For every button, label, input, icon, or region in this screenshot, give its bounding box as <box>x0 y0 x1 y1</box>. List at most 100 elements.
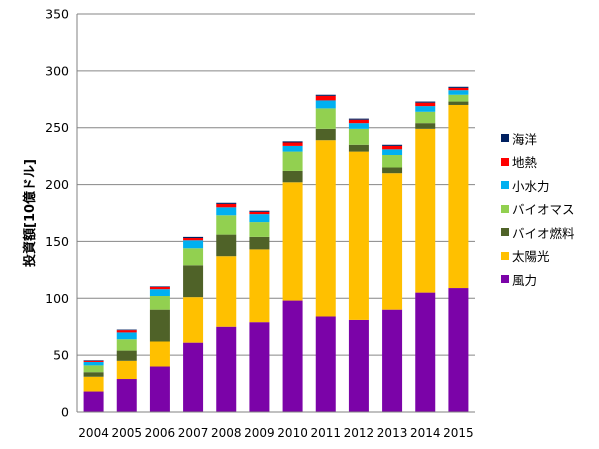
bar-segment <box>183 265 204 298</box>
y-tick-label: 200 <box>45 177 69 192</box>
bar-segment <box>415 106 436 112</box>
legend-swatch <box>501 134 509 142</box>
bar-segment <box>149 296 170 310</box>
bar-segment <box>315 95 336 101</box>
bar-segment <box>282 141 303 143</box>
bar-segment <box>83 361 104 366</box>
bar-segment <box>348 119 369 124</box>
bar-segment <box>183 248 204 266</box>
bar-segment <box>183 342 204 412</box>
bar-segment <box>83 360 104 362</box>
bar-segment <box>83 376 104 392</box>
legend-label: 小水力 <box>512 178 550 194</box>
legend-label: 地熱 <box>512 155 538 170</box>
x-tick-label: 2004 <box>78 426 109 440</box>
bar-stack-2012 <box>348 118 369 412</box>
bar-stack-2009 <box>249 210 270 412</box>
bar-segment <box>149 366 170 412</box>
bar-stack-2004 <box>83 360 104 412</box>
bar-segment <box>116 360 137 380</box>
bar-segment <box>216 234 237 257</box>
bar-stack-2007 <box>183 236 204 412</box>
legend-label: バイオマス <box>512 202 575 217</box>
legend: 海洋 地熱 小水力 バイオマス バイオ燃料 太陽光 風力 <box>501 128 597 293</box>
bar-segment <box>348 319 369 412</box>
legend-swatch <box>501 228 509 236</box>
bar-segment <box>282 151 303 171</box>
bar-segment <box>282 182 303 301</box>
bar-segment <box>315 140 336 317</box>
legend-item: 地熱 <box>501 152 597 172</box>
bar-segment <box>448 87 469 91</box>
bar-segment <box>183 238 204 241</box>
bar-segment <box>83 372 104 377</box>
legend-label: 海洋 <box>512 131 538 147</box>
gridlines <box>77 13 475 356</box>
legend-item: 風力 <box>501 269 597 289</box>
bar-segment <box>415 111 436 124</box>
legend-item: 小水力 <box>501 175 597 195</box>
y-tick-label: 150 <box>45 234 69 249</box>
bar-segment <box>116 332 137 340</box>
bar-segment <box>282 142 303 146</box>
bar-segment <box>448 94 469 102</box>
bar-segment <box>149 289 170 297</box>
x-tick-label: 2008 <box>211 426 242 440</box>
bar-segment <box>348 144 369 152</box>
y-tick-label: 100 <box>45 291 69 306</box>
bar-segment <box>249 249 270 323</box>
bar-segment <box>216 207 237 216</box>
bar-segment <box>382 155 403 168</box>
x-tick-label: 2005 <box>111 426 142 440</box>
bar-segment <box>448 86 469 88</box>
y-tick-label: 300 <box>45 63 69 78</box>
x-tick-label: 2012 <box>344 426 375 440</box>
legend-item: 海洋 <box>501 128 597 148</box>
bar-segment <box>282 170 303 183</box>
bar-segment <box>83 365 104 373</box>
bar-segment <box>216 202 237 204</box>
bar-segment <box>149 341 170 367</box>
legend-label: 太陽光 <box>512 249 550 264</box>
bar-segment <box>348 151 369 320</box>
bar-segment <box>116 350 137 361</box>
bar-segment <box>382 145 403 150</box>
x-tick-label: 2015 <box>443 426 474 440</box>
bar-segment <box>448 104 469 289</box>
x-tick-label: 2009 <box>244 426 275 440</box>
bar-segment <box>149 286 170 287</box>
legend-swatch <box>501 181 509 189</box>
bar-segment <box>382 173 403 310</box>
bar-segment <box>415 123 436 129</box>
bar-segment <box>83 391 104 412</box>
bar-segment <box>348 118 369 120</box>
legend-swatch <box>501 251 509 260</box>
bar-segment <box>149 286 170 290</box>
legend-item: バイオマス <box>501 199 597 219</box>
y-tick-label: 250 <box>45 120 69 135</box>
y-tick-label: 350 <box>45 7 69 22</box>
bar-segment <box>315 316 336 412</box>
bar-segment <box>315 94 336 96</box>
y-tick-labels: 0 50 100 150 200 250 300 350 <box>45 7 69 420</box>
bar-segment <box>282 300 303 412</box>
bar-segment <box>448 90 469 95</box>
bar-segment <box>315 128 336 141</box>
y-axis-label: 投資額[10億ドル] <box>22 159 38 267</box>
bar-segment <box>448 288 469 412</box>
bar-stack-2014 <box>415 101 436 412</box>
bar-segment <box>116 329 137 331</box>
bar-segment <box>216 203 237 208</box>
x-tick-label: 2006 <box>145 426 176 440</box>
bar-segment <box>415 101 436 103</box>
x-tick-label: 2010 <box>277 426 308 440</box>
bar-segment <box>382 309 403 412</box>
bar-segment <box>382 167 403 174</box>
bar-segment <box>83 360 104 361</box>
bar-segment <box>216 326 237 412</box>
bar-stack-2013 <box>382 144 403 412</box>
bar-segment <box>116 379 137 412</box>
bar-segment <box>348 128 369 145</box>
x-tick-label: 2014 <box>410 426 441 440</box>
